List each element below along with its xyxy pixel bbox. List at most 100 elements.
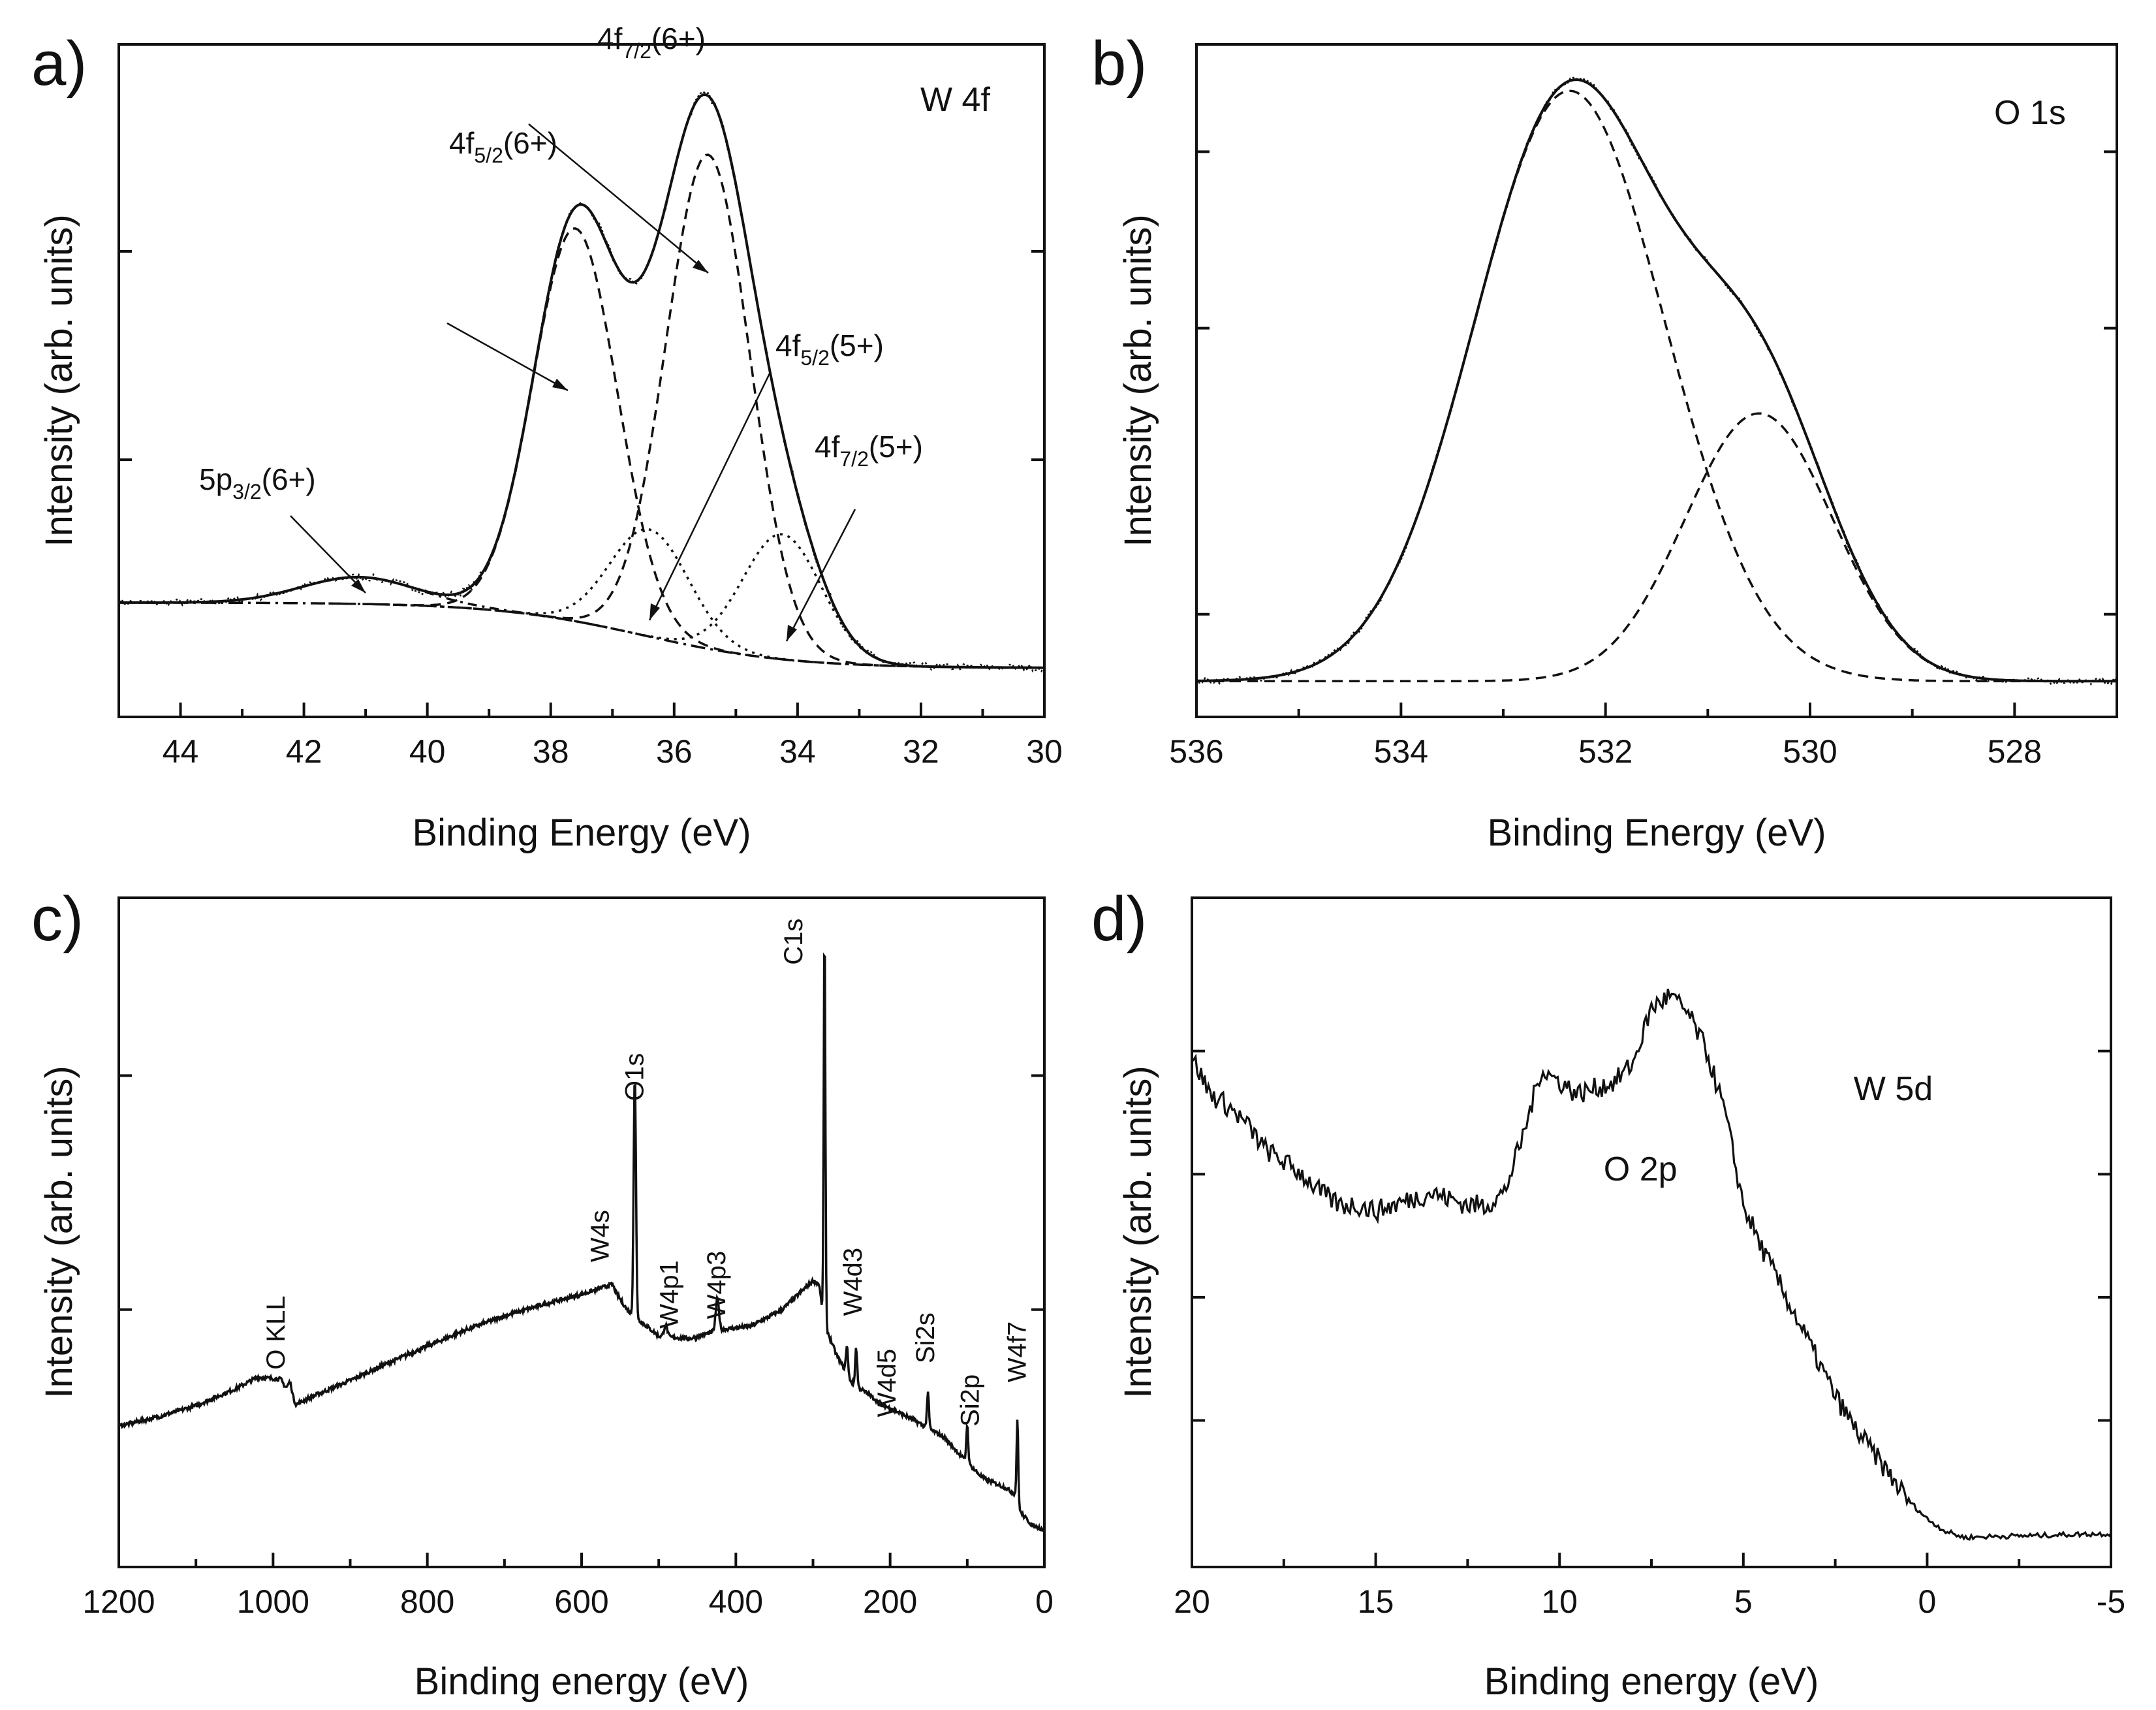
label-4f52-6plus-sub: 5/2 [474,144,503,167]
survey-peak-label: Si2p [956,1374,985,1427]
valence-band-spectrum [1191,989,2112,1541]
x-tick-label: 38 [533,733,569,770]
x-tick-label: 400 [709,1583,763,1620]
arrowhead-5p32-6plus [351,579,366,593]
panel-d-curves [1191,989,2112,1541]
fit-component-2 [461,153,955,669]
x-tick-label: 34 [779,733,816,770]
panel-b: b) O 1s 536 534 532 530 528 Binding Energy (… [1091,29,2118,854]
arrow-4f52-6plus [446,322,569,392]
panel-c-y-title: Intensity (arb. units) [38,1066,80,1398]
panel-a-curves [117,91,1046,673]
fit-component-3 [402,528,897,667]
survey-peak-label: W4p1 [655,1260,684,1329]
panel-d-x-title: Binding energy (eV) [1484,1660,1819,1703]
arrowhead-4f52-6plus [552,379,568,390]
arrow-4f72-6plus [528,123,709,274]
arrowhead-4f52-5plus [649,603,660,620]
panel-a-y-title: Intensity (arb. units) [38,214,80,546]
panel-b-letter: b) [1091,29,1147,99]
label-4f72-5plus-sub: 7/2 [839,447,868,471]
x-tick-label: 30 [1026,733,1063,770]
survey-peak-label: W4d5 [873,1349,901,1417]
label-5p32-6plus-main: 5p [199,462,232,496]
panel-a-x-title: Binding Energy (eV) [412,812,751,854]
arrow-5p32-6plus [290,515,366,594]
panel-d-x-ticks: 20 15 10 5 0 -5 [1174,1553,2125,1620]
survey-peak-label: W4p3 [702,1251,731,1320]
label-5p32-6plus: 5p3/2(6+) [199,462,316,503]
label-4f52-6plus-main: 4f [449,126,475,160]
label-5p32-6plus-state: (6+) [262,462,316,496]
panel-c-peak-labels: O KLL W4s O1s W4p1 W4p3 C1s W4d3 W4d5 Si2s Si2p W4… [262,919,1032,1427]
panel-a-frame [117,43,1046,718]
x-tick-label: 32 [903,733,939,770]
fit-envelope [1196,78,2117,683]
annotation-o2p: O 2p [1604,1150,1678,1188]
x-tick-label: 528 [1988,733,2042,770]
fit-component-1 [328,227,822,664]
label-4f52-6plus-state: (6+) [503,126,557,160]
x-tick-label: 5 [1734,1583,1753,1620]
panel-d-y-title: Intensity (arb. units) [1117,1066,1159,1398]
panel-a-y-ticks [119,250,1044,462]
panel-b-title: O 1s [1994,94,2066,132]
x-tick-label: 36 [656,733,693,770]
panel-d-letter: d) [1091,884,1147,954]
fit-component-1 [1196,412,2117,683]
x-tick-label: 800 [400,1583,454,1620]
panel-b-curves [1195,76,2117,686]
x-tick-label: 1200 [82,1583,155,1620]
label-4f52-5plus-sub: 5/2 [800,346,829,370]
label-4f72-5plus: 4f7/2(5+) [815,430,923,471]
panel-a: a) W 4f 44 42 40 38 36 34 32 30 Binding Energy … [31,22,1063,854]
label-4f52-5plus-main: 4f [775,328,801,362]
panel-a-title: W 4f [920,81,990,119]
panel-c-letter: c) [31,884,84,954]
panel-b-y-ticks [1196,150,2117,616]
background-line [119,601,1044,669]
label-4f72-6plus-main: 4f [597,22,623,55]
survey-spectrum [117,952,1045,1532]
fit-component-4 [535,533,1029,669]
panel-c-x-ticks: 1200 1000 800 600 400 200 0 [82,1553,1054,1620]
panel-b-x-ticks: 536 534 532 530 528 [1169,703,2042,770]
fit-envelope [119,93,1044,669]
panel-c-frame [117,896,1046,1568]
survey-peak-label: C1s [779,919,808,965]
x-tick-label: 532 [1578,733,1633,770]
x-tick-label: 600 [554,1583,608,1620]
panel-a-arrows [290,123,856,642]
arrowhead-4f72-5plus [787,625,797,641]
x-tick-label: 530 [1783,733,1837,770]
x-tick-label: 42 [286,733,322,770]
panel-b-frame [1195,43,2118,718]
survey-peak-label: O1s [621,1053,649,1101]
panel-d-frame [1191,896,2112,1568]
label-4f72-5plus-main: 4f [815,430,840,464]
survey-peak-label: W4s [586,1210,614,1262]
label-5p32-6plus-sub: 3/2 [232,480,261,503]
survey-peak-label: W4f7 [1003,1322,1032,1382]
measured-data [1195,76,2117,686]
panel-a-x-ticks: 44 42 40 38 36 34 32 30 [163,703,1063,770]
x-tick-label: 40 [409,733,446,770]
panel-b-x-title: Binding Energy (eV) [1487,812,1826,854]
x-tick-label: 534 [1374,733,1428,770]
x-tick-label: 10 [1541,1583,1578,1620]
panel-c-y-ticks [119,1074,1044,1311]
x-tick-label: 15 [1358,1583,1394,1620]
label-4f52-5plus-state: (5+) [830,328,884,362]
panel-c-x-title: Binding energy (eV) [414,1660,749,1703]
panel-c: c) 1200 1000 800 600 400 200 0 O KLL W4s O1s W4p1… [31,884,1054,1703]
survey-peak-label: Si2s [911,1312,940,1363]
panel-a-letter: a) [31,29,87,99]
x-tick-label: 536 [1169,733,1223,770]
arrowhead-4f72-6plus [693,260,708,273]
label-4f72-6plus-state: (6+) [651,22,706,55]
x-tick-label: 20 [1174,1583,1210,1620]
x-tick-label: 0 [1035,1583,1054,1620]
survey-peak-label: W4d3 [839,1248,867,1316]
survey-peak-label: O KLL [262,1295,290,1369]
